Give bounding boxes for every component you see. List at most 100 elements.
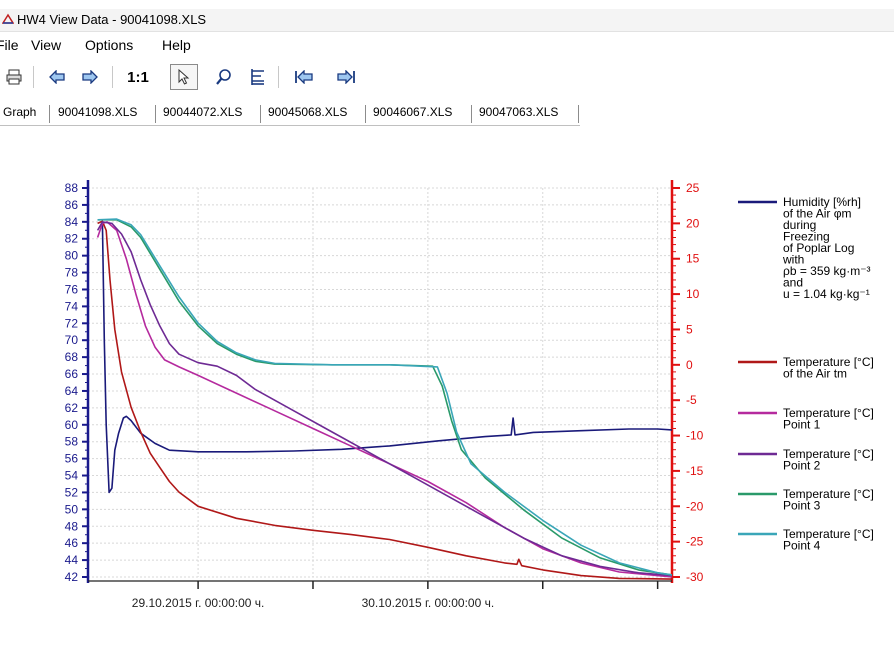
window-titlebar: HW4 View Data - 90041098.XLS bbox=[0, 9, 894, 32]
chart-series bbox=[96, 218, 673, 580]
tab-file-3[interactable]: 90045068.XLS bbox=[268, 105, 348, 119]
right-tick-label: 20 bbox=[686, 216, 700, 230]
chart-legend: Humidity [%rh]of the Air φmduringFreezin… bbox=[738, 195, 874, 553]
legend-label: of the Air tm bbox=[783, 367, 847, 381]
menu-file[interactable]: File bbox=[0, 37, 19, 53]
legend-label: Temperature [°C] bbox=[783, 527, 874, 541]
left-tick-label: 56 bbox=[65, 452, 79, 466]
right-tick-label: 0 bbox=[686, 358, 693, 372]
back-button[interactable] bbox=[43, 64, 71, 90]
tab-file-5[interactable]: 90047063.XLS bbox=[479, 105, 559, 119]
app-icon bbox=[2, 13, 14, 24]
right-tick-label: 25 bbox=[686, 181, 700, 195]
left-tick-label: 76 bbox=[65, 282, 79, 296]
menu-options[interactable]: Options bbox=[85, 37, 134, 53]
forward-button[interactable] bbox=[76, 64, 104, 90]
axis-settings-icon bbox=[251, 69, 264, 85]
left-tick-label: 80 bbox=[65, 249, 79, 263]
legend-label: Freezing bbox=[783, 230, 830, 244]
right-tick-label: 10 bbox=[686, 287, 700, 301]
menu-view[interactable]: View bbox=[31, 37, 62, 53]
tab-bar: Graph 90041098.XLS 90044072.XLS 90045068… bbox=[0, 103, 894, 125]
magnifier-icon bbox=[216, 69, 231, 85]
right-tick-label: -30 bbox=[686, 570, 704, 584]
legend-label: during bbox=[783, 218, 816, 232]
legend-label: Temperature [°C] bbox=[783, 447, 874, 461]
legend-label: Point 2 bbox=[783, 459, 821, 473]
series-line-humidity bbox=[101, 221, 673, 494]
chart-axes: 4244464850525456586062646668707274767880… bbox=[65, 180, 704, 610]
menu-help[interactable]: Help bbox=[162, 37, 191, 53]
right-tick-label: -15 bbox=[686, 464, 704, 478]
arrow-left-icon bbox=[49, 70, 65, 84]
jump-end-icon bbox=[337, 70, 355, 84]
tab-graph[interactable]: Graph bbox=[3, 105, 37, 119]
tab-file-2[interactable]: 90044072.XLS bbox=[163, 105, 243, 119]
legend-label: Point 1 bbox=[783, 418, 821, 432]
right-tick-label: -25 bbox=[686, 535, 704, 549]
legend-label: of the Air φm bbox=[783, 207, 851, 221]
print-icon bbox=[6, 69, 22, 85]
left-tick-label: 68 bbox=[65, 350, 79, 364]
legend-label: ρb = 359 kg·m⁻³ bbox=[783, 264, 871, 278]
legend-label: Point 4 bbox=[783, 539, 821, 553]
legend-label: of Poplar Log bbox=[783, 241, 854, 255]
legend-label: Humidity [%rh] bbox=[783, 195, 861, 209]
series-line-point4 bbox=[97, 218, 673, 576]
left-tick-label: 46 bbox=[65, 536, 79, 550]
one-to-one-zoom[interactable]: 1:1 bbox=[127, 68, 149, 86]
chart-grid bbox=[88, 187, 672, 578]
left-tick-label: 48 bbox=[65, 519, 79, 533]
arrow-right-icon bbox=[82, 70, 98, 84]
left-tick-label: 50 bbox=[65, 502, 79, 516]
x-tick-label: 29.10.2015 г. 00:00:00 ч. bbox=[132, 596, 265, 610]
right-tick-label: 5 bbox=[686, 322, 693, 336]
left-tick-label: 84 bbox=[65, 215, 79, 229]
left-tick-label: 44 bbox=[65, 553, 79, 567]
jump-end-button[interactable] bbox=[332, 64, 360, 90]
chart: 4244464850525456586062646668707274767880… bbox=[65, 180, 874, 610]
left-tick-label: 60 bbox=[65, 418, 79, 432]
left-tick-label: 78 bbox=[65, 266, 79, 280]
series-line-air_temp bbox=[97, 220, 673, 580]
left-tick-label: 58 bbox=[65, 435, 79, 449]
left-tick-label: 66 bbox=[65, 367, 79, 381]
x-tick-label: 30.10.2015 г. 00:00:00 ч. bbox=[362, 596, 495, 610]
left-tick-label: 64 bbox=[65, 384, 79, 398]
axis-settings-button[interactable] bbox=[244, 64, 272, 90]
left-tick-label: 82 bbox=[65, 232, 79, 246]
left-tick-label: 88 bbox=[65, 181, 79, 195]
left-tick-label: 54 bbox=[65, 469, 79, 483]
legend-label: u = 1.04 kg·kg⁻¹ bbox=[783, 287, 870, 301]
toolbar: 1:1 bbox=[0, 60, 894, 94]
legend-label: Temperature [°C] bbox=[783, 406, 874, 420]
right-tick-label: -5 bbox=[686, 393, 697, 407]
left-tick-label: 62 bbox=[65, 401, 79, 415]
tab-file-4[interactable]: 90046067.XLS bbox=[373, 105, 453, 119]
legend-label: and bbox=[783, 276, 803, 290]
left-tick-label: 86 bbox=[65, 198, 79, 212]
right-tick-label: -20 bbox=[686, 499, 704, 513]
legend-label: Temperature [°C] bbox=[783, 355, 874, 369]
menu-bar: File View Options Help bbox=[0, 34, 894, 56]
right-tick-label: 15 bbox=[686, 252, 700, 266]
legend-label: Point 3 bbox=[783, 499, 821, 513]
left-tick-label: 74 bbox=[65, 299, 79, 313]
series-line-point1 bbox=[96, 221, 673, 578]
left-tick-label: 72 bbox=[65, 316, 79, 330]
pointer-tool-button[interactable] bbox=[170, 64, 198, 90]
legend-label: Temperature [°C] bbox=[783, 487, 874, 501]
left-tick-label: 42 bbox=[65, 570, 79, 584]
jump-start-button[interactable] bbox=[290, 64, 318, 90]
tab-file-1[interactable]: 90041098.XLS bbox=[58, 105, 138, 119]
left-tick-label: 70 bbox=[65, 333, 79, 347]
print-button[interactable] bbox=[0, 64, 28, 90]
window-title: HW4 View Data - 90041098.XLS bbox=[17, 12, 207, 27]
legend-label: with bbox=[782, 253, 804, 267]
left-tick-label: 52 bbox=[65, 485, 79, 499]
right-tick-label: -10 bbox=[686, 429, 704, 443]
jump-start-icon bbox=[295, 70, 313, 84]
series-line-point2 bbox=[96, 221, 673, 577]
zoom-tool-button[interactable] bbox=[210, 64, 238, 90]
pointer-icon bbox=[178, 69, 190, 85]
